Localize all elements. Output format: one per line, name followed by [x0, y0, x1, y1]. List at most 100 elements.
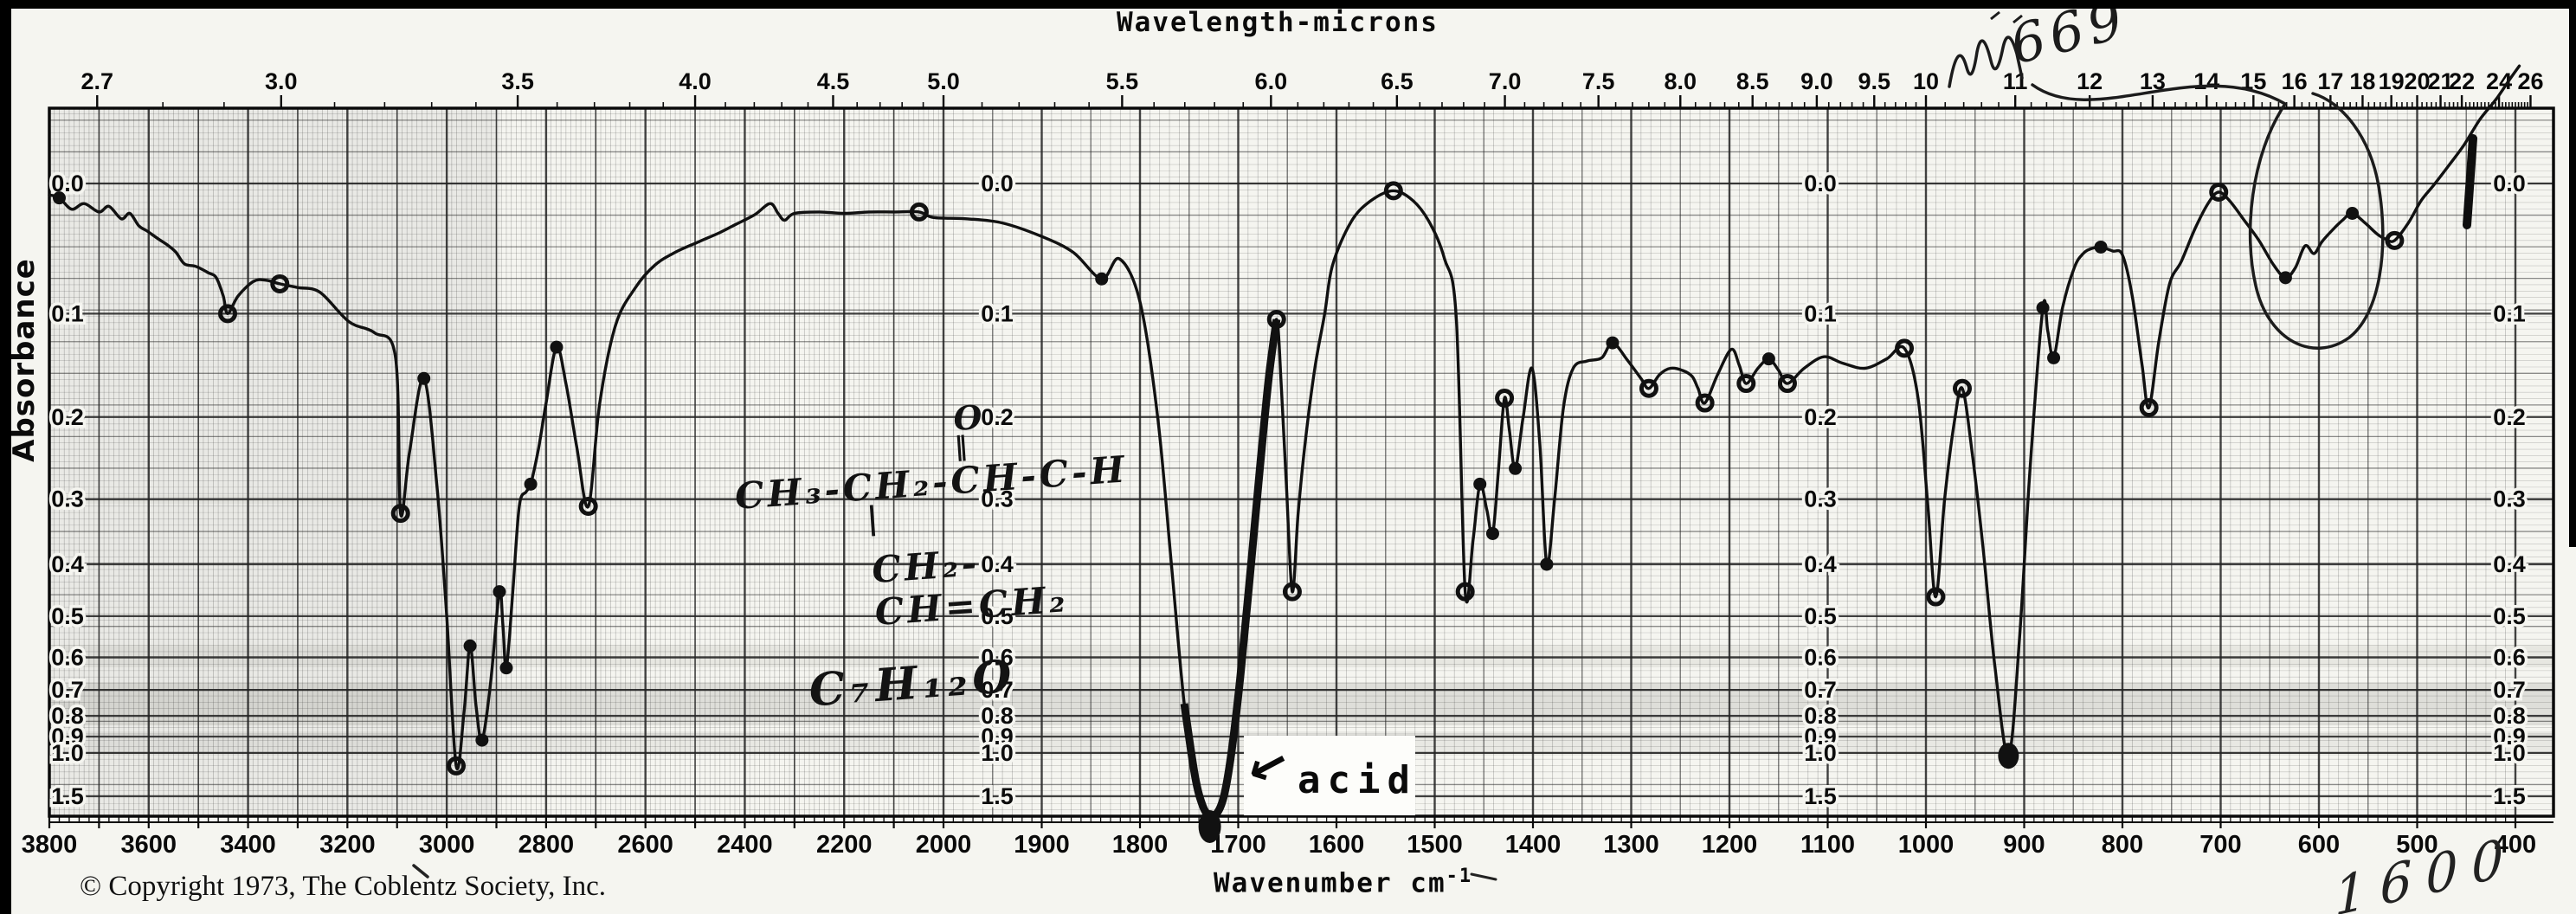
absorbance-scale-label: 0.8	[981, 703, 1014, 729]
marker-circle	[1695, 393, 1715, 413]
acid-arrow-icon: ←	[1236, 731, 1299, 801]
marker-dot	[1485, 526, 1499, 540]
marker-dot	[475, 733, 489, 747]
marker-circle	[1736, 374, 1756, 394]
bottom-tick-label: 400	[2495, 831, 2536, 859]
marker-circle	[1495, 389, 1515, 409]
absorbance-scale-label: 0.4	[981, 551, 1014, 577]
bottom-tick-label: 3200	[319, 831, 376, 859]
absorbance-scale-label: 0.1	[981, 300, 1014, 326]
bottom-tick-label: 800	[2102, 831, 2143, 859]
bottom-tick-label: 2200	[816, 831, 873, 859]
marker-blob	[1998, 743, 2019, 769]
marker-dot	[2047, 351, 2061, 364]
bottom-tick-label: 1500	[1407, 831, 1463, 859]
marker-circle	[270, 274, 290, 293]
bottom-tick-label: 2600	[617, 831, 673, 859]
marker-circle	[1777, 374, 1797, 394]
absorbance-scale-label: 0.1	[1804, 300, 1837, 326]
top-tick-label: 17	[2317, 68, 2343, 94]
marker-dot	[1606, 336, 1620, 350]
scan-edge-top	[0, 0, 2576, 9]
marker-circle	[1455, 582, 1475, 602]
marker-circle	[2139, 398, 2159, 418]
absorbance-scale-label: 1.5	[51, 783, 84, 809]
top-tick-label: 14	[2193, 68, 2219, 94]
absorbance-scale-label: 0.8	[2493, 703, 2526, 729]
marker-dot	[463, 639, 477, 653]
bottom-tick-label: 3600	[121, 831, 177, 859]
top-tick-label: 7.0	[1489, 68, 1522, 94]
top-tick-label: 16	[2282, 68, 2308, 94]
marker-dot	[2346, 207, 2360, 221]
bottom-tick-label: 3800	[22, 831, 78, 859]
bottom-tick-label: 2400	[717, 831, 773, 859]
bottom-tick-label: 1900	[1014, 831, 1070, 859]
top-tick-label: 5.5	[1106, 68, 1139, 94]
absorbance-scale-label: 0.3	[1804, 486, 1837, 512]
marker-dot	[2094, 240, 2108, 254]
absorbance-scale-label: 0.4	[51, 551, 84, 577]
top-tick-label: 22	[2449, 68, 2475, 94]
bottom-tick-label: 1700	[1210, 831, 1266, 859]
absorbance-scale-label: 0.1	[2493, 300, 2526, 326]
top-tick-label: 2.7	[80, 68, 113, 94]
stray-pen-mark-center	[1470, 872, 1497, 881]
top-tick-label: 12	[2077, 68, 2103, 94]
absorbance-scale-label: 0.7	[1804, 677, 1837, 703]
handwritten-pen-strokes	[412, 10, 2477, 881]
bottom-axis-title-exponent: -1	[1446, 866, 1473, 887]
acid-callout: ← acid	[1236, 731, 1415, 815]
absorbance-scale-label: 0.4	[1804, 551, 1837, 577]
scan-artifacts	[49, 108, 2553, 816]
marker-dot	[493, 585, 506, 599]
copyright-line: © Copyright 1973, The Coblentz Society, …	[80, 871, 606, 902]
absorbance-scale-label: 0.5	[1804, 603, 1837, 629]
absorbance-scale-label: 1.5	[2493, 783, 2526, 809]
bottom-axis-title-main: Wavenumber cm	[1214, 867, 1446, 899]
top-tick-label: 9.5	[1858, 68, 1890, 94]
marker-circle	[2209, 183, 2229, 203]
top-axis: 2.7 3.0 3.5 4.0 4.5 5.0 5.5 6.0 6.5 7.0 7.5 8.0 8.5 9…	[80, 68, 2543, 108]
absorbance-scale-label: 1.0	[51, 740, 84, 766]
absorbance-scale-label: 0.8	[51, 703, 84, 729]
bottom-tick-label: 2000	[916, 831, 972, 859]
marker-circle	[390, 504, 410, 524]
scan-edge-right	[2569, 0, 2576, 547]
marker-circle	[1266, 309, 1286, 329]
top-tick-label: 5.0	[927, 68, 960, 94]
absorbance-scale-label: 0.7	[51, 677, 84, 703]
marker-dot	[524, 477, 538, 491]
marker-dot	[1509, 461, 1523, 475]
bottom-tick-label: 2800	[518, 831, 575, 859]
marker-circle	[1952, 378, 1972, 398]
marker-circle	[909, 202, 929, 222]
bottom-axis: 3800 3600 3400 3200 3000 2800 2600 2400 2200 2000…	[22, 816, 2536, 859]
marker-circle	[1282, 582, 1302, 602]
bottom-tick-label: 1100	[1800, 831, 1855, 859]
stray-pen-mark-left	[412, 864, 429, 879]
top-tick-label: 10	[1913, 68, 1939, 94]
marker-dot	[1761, 352, 1775, 366]
structure-double-bond: ‖	[953, 431, 969, 463]
marker-dot	[52, 191, 66, 205]
absorbance-scale-label: 0.6	[981, 644, 1014, 670]
offscale-carbonyl-blob	[1198, 810, 1221, 843]
marker-circle	[447, 756, 467, 776]
marker-dot	[1473, 477, 1487, 491]
top-tick-label: 21	[2428, 68, 2454, 94]
y-axis-title: Absorbance	[7, 258, 42, 462]
handwritten-loop	[2031, 83, 2385, 350]
absorbance-scale-label: 0.0	[2493, 171, 2526, 196]
marker-dot	[550, 340, 564, 354]
bottom-tick-label: 1800	[1112, 831, 1169, 859]
absorbance-scale-label: 0.6	[2493, 644, 2526, 670]
absorbance-scale-label: 0.2	[2493, 404, 2526, 430]
absorbance-scale-label: 0.2	[981, 404, 1014, 430]
top-tick-label: 9.0	[1800, 68, 1833, 94]
absorbance-scale-columns: 0.00.10.20.30.40.50.60.70.80.91.01.50.00…	[48, 168, 2529, 813]
absorbance-scale-label: 0.5	[981, 603, 1014, 629]
absorbance-scale-label: 0.9	[2493, 724, 2526, 750]
absorbance-scale-label: 0.2	[51, 404, 84, 430]
